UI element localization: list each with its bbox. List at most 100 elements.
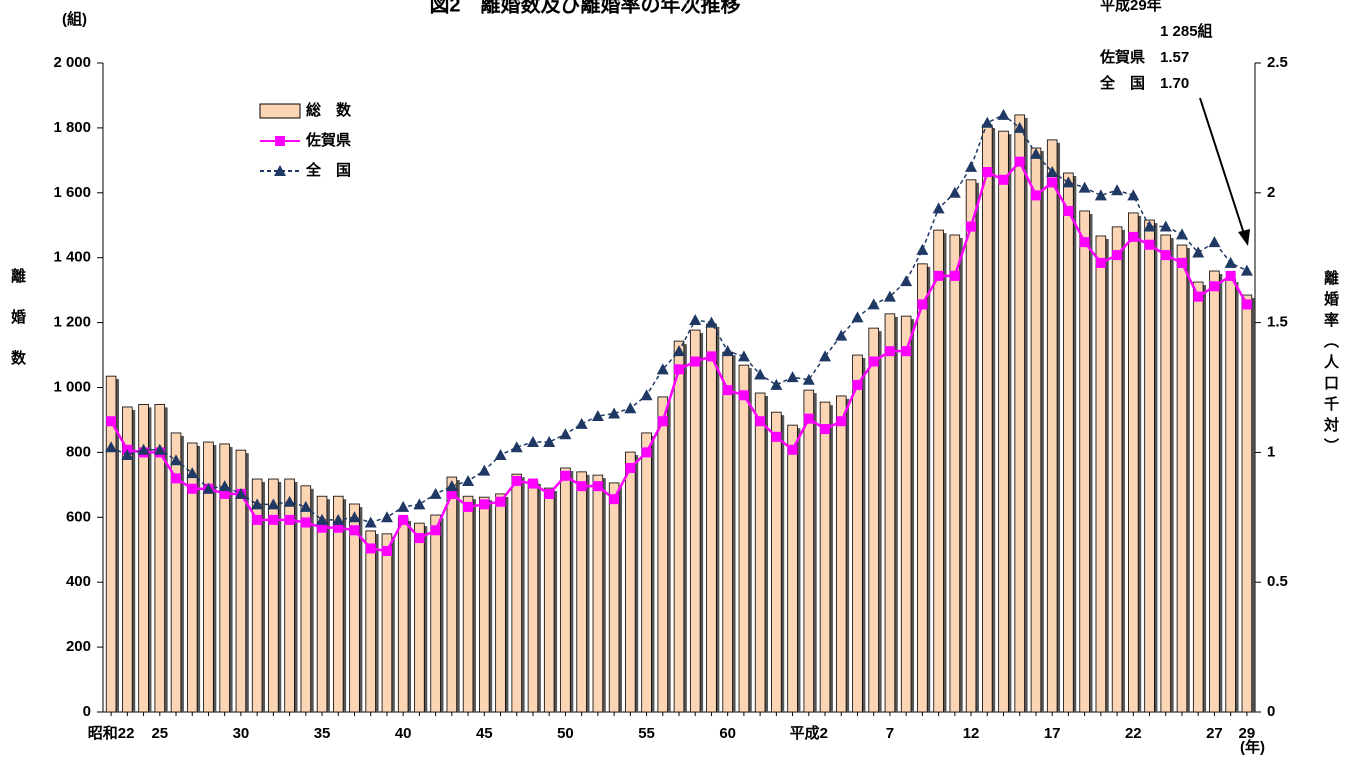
marker [1176, 257, 1187, 268]
marker [932, 202, 945, 214]
marker [706, 351, 717, 362]
bar [706, 323, 717, 713]
marker [673, 345, 685, 357]
bar [657, 396, 669, 713]
marker [738, 390, 749, 401]
marker [1046, 166, 1059, 178]
bar [819, 401, 831, 713]
bar [625, 451, 636, 713]
marker [495, 496, 506, 507]
annotation: 佐賀県 1.57 [1099, 48, 1189, 66]
marker [575, 417, 588, 429]
marker [917, 299, 928, 310]
bar [1079, 210, 1090, 713]
x-tick-label: 27 [1206, 725, 1223, 742]
marker [640, 389, 653, 401]
bar [917, 263, 928, 713]
x-tick-label: 55 [638, 725, 655, 742]
bar [527, 480, 539, 713]
marker [1079, 237, 1090, 248]
x-tick-label: 7 [886, 725, 894, 742]
bar [397, 517, 409, 713]
marker [397, 500, 410, 512]
marker [690, 356, 701, 367]
bar [511, 473, 523, 713]
marker [463, 501, 474, 512]
marker [1095, 257, 1106, 268]
marker [445, 480, 458, 492]
marker [1062, 176, 1075, 188]
marker [479, 499, 490, 510]
bar [754, 392, 766, 713]
marker [1078, 181, 1091, 193]
legend-label: 総 数 [306, 101, 352, 119]
marker [966, 221, 977, 232]
marker [121, 448, 134, 460]
bar [1095, 235, 1107, 713]
marker [299, 500, 312, 512]
y-tick-label: 600 [66, 508, 91, 525]
y-tick-label: 400 [66, 573, 91, 590]
bar [122, 406, 133, 713]
marker [836, 416, 847, 427]
marker [544, 488, 555, 499]
y2-tick-label: 0.5 [1267, 573, 1288, 590]
bar [495, 493, 506, 713]
marker [1111, 184, 1124, 196]
bar [738, 364, 750, 713]
marker [381, 546, 392, 557]
x-tick-label: 25 [151, 725, 168, 742]
y-tick-label: 1 800 [53, 119, 91, 136]
marker [948, 186, 961, 198]
marker [137, 443, 150, 455]
marker [609, 494, 620, 505]
marker [380, 511, 393, 523]
bar [446, 476, 458, 713]
marker [965, 160, 978, 172]
marker [900, 275, 913, 287]
bar [105, 375, 117, 713]
marker [559, 428, 572, 440]
bar [803, 389, 815, 713]
marker [1112, 250, 1123, 261]
legend-swatch [259, 103, 301, 119]
marker [1143, 220, 1156, 232]
marker [786, 371, 799, 383]
marker [867, 298, 880, 310]
x-tick-label: 12 [963, 725, 980, 742]
marker [1175, 228, 1188, 240]
marker [1192, 246, 1205, 258]
bar [641, 432, 652, 713]
bar [154, 403, 166, 713]
marker [1013, 121, 1026, 133]
annotation: 全 国 1.70 [1099, 74, 1189, 92]
bar [284, 478, 295, 713]
marker [916, 243, 929, 255]
bar [1030, 147, 1042, 713]
bar [300, 485, 312, 713]
bar [219, 443, 230, 713]
bar [430, 514, 441, 713]
marker [770, 378, 783, 390]
bar [138, 403, 149, 713]
marker [1209, 281, 1220, 292]
bar [268, 478, 279, 713]
y-tick-label: 0 [83, 703, 91, 720]
marker [1160, 250, 1171, 261]
marker [883, 290, 896, 302]
marker [413, 498, 426, 510]
marker [267, 498, 280, 510]
marker [674, 364, 684, 375]
marker [656, 363, 669, 375]
marker [1047, 177, 1058, 188]
bar [1209, 270, 1220, 713]
bar [1225, 278, 1236, 713]
marker [851, 311, 864, 323]
marker [1030, 190, 1041, 201]
marker [835, 329, 848, 341]
marker [202, 482, 215, 494]
bar [835, 395, 847, 713]
marker [819, 350, 832, 362]
y-tick-label: 2 000 [53, 54, 91, 71]
bar [1014, 114, 1026, 713]
